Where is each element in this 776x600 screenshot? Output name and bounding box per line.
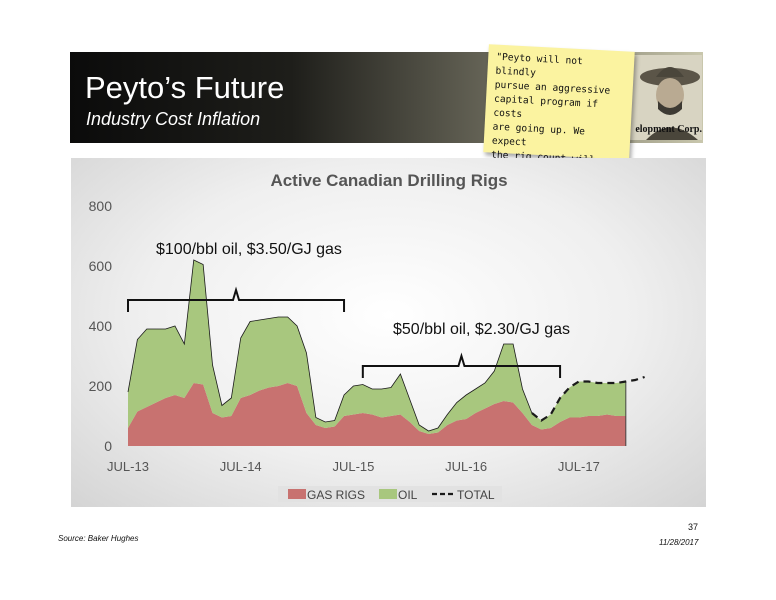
annotation-label-low-price: $50/bbl oil, $2.30/GJ gas [393,321,570,338]
photo-caption: elopment Corp. [635,124,702,135]
legend-label-total: TOTAL [457,488,495,502]
rig-count-chart: Active Canadian Drilling Rigs 0 200 400 600 8… [89,171,645,502]
x-tick-label: JUL-16 [445,459,487,474]
y-tick-label: 200 [89,378,113,394]
portrait-photo [628,55,702,140]
x-tick-label: JUL-14 [220,459,262,474]
gas-rigs-area [128,383,626,446]
quote-sticky-note: "Peyto will not blindly pursue an aggress… [483,44,635,219]
chart-title: Active Canadian Drilling Rigs [270,171,507,190]
legend-label-oil: OIL [398,488,418,502]
slide-date: 11/28/2017 [659,538,699,547]
x-tick-label: JUL-17 [558,459,600,474]
slide-subtitle: Industry Cost Inflation [86,109,261,129]
x-tick-label: JUL-13 [107,459,149,474]
annotation-label-high-price: $100/bbl oil, $3.50/GJ gas [156,241,342,258]
y-tick-label: 600 [89,258,113,274]
legend-swatch-gas [288,489,306,499]
total-line-dashed [531,375,645,422]
oil-rigs-area [128,260,626,434]
slide-title: Peyto’s Future [85,70,285,105]
annotation-brace-low-price [361,352,562,378]
y-tick-label: 0 [104,438,112,454]
page-number: 37 [688,522,699,532]
total-line-solid [127,259,533,432]
legend-label-gas: GAS RIGS [307,488,365,502]
portrait-illustration [628,55,702,140]
chart-panel: Active Canadian Drilling Rigs 0 200 400 600 8… [71,158,706,507]
legend-swatch-oil [379,489,397,499]
y-tick-label: 800 [89,198,113,214]
x-tick-label: JUL-15 [332,459,374,474]
y-tick-label: 400 [89,318,113,334]
annotation-brace-high-price [127,286,346,312]
source-note: Source: Baker Hughes [58,534,139,543]
